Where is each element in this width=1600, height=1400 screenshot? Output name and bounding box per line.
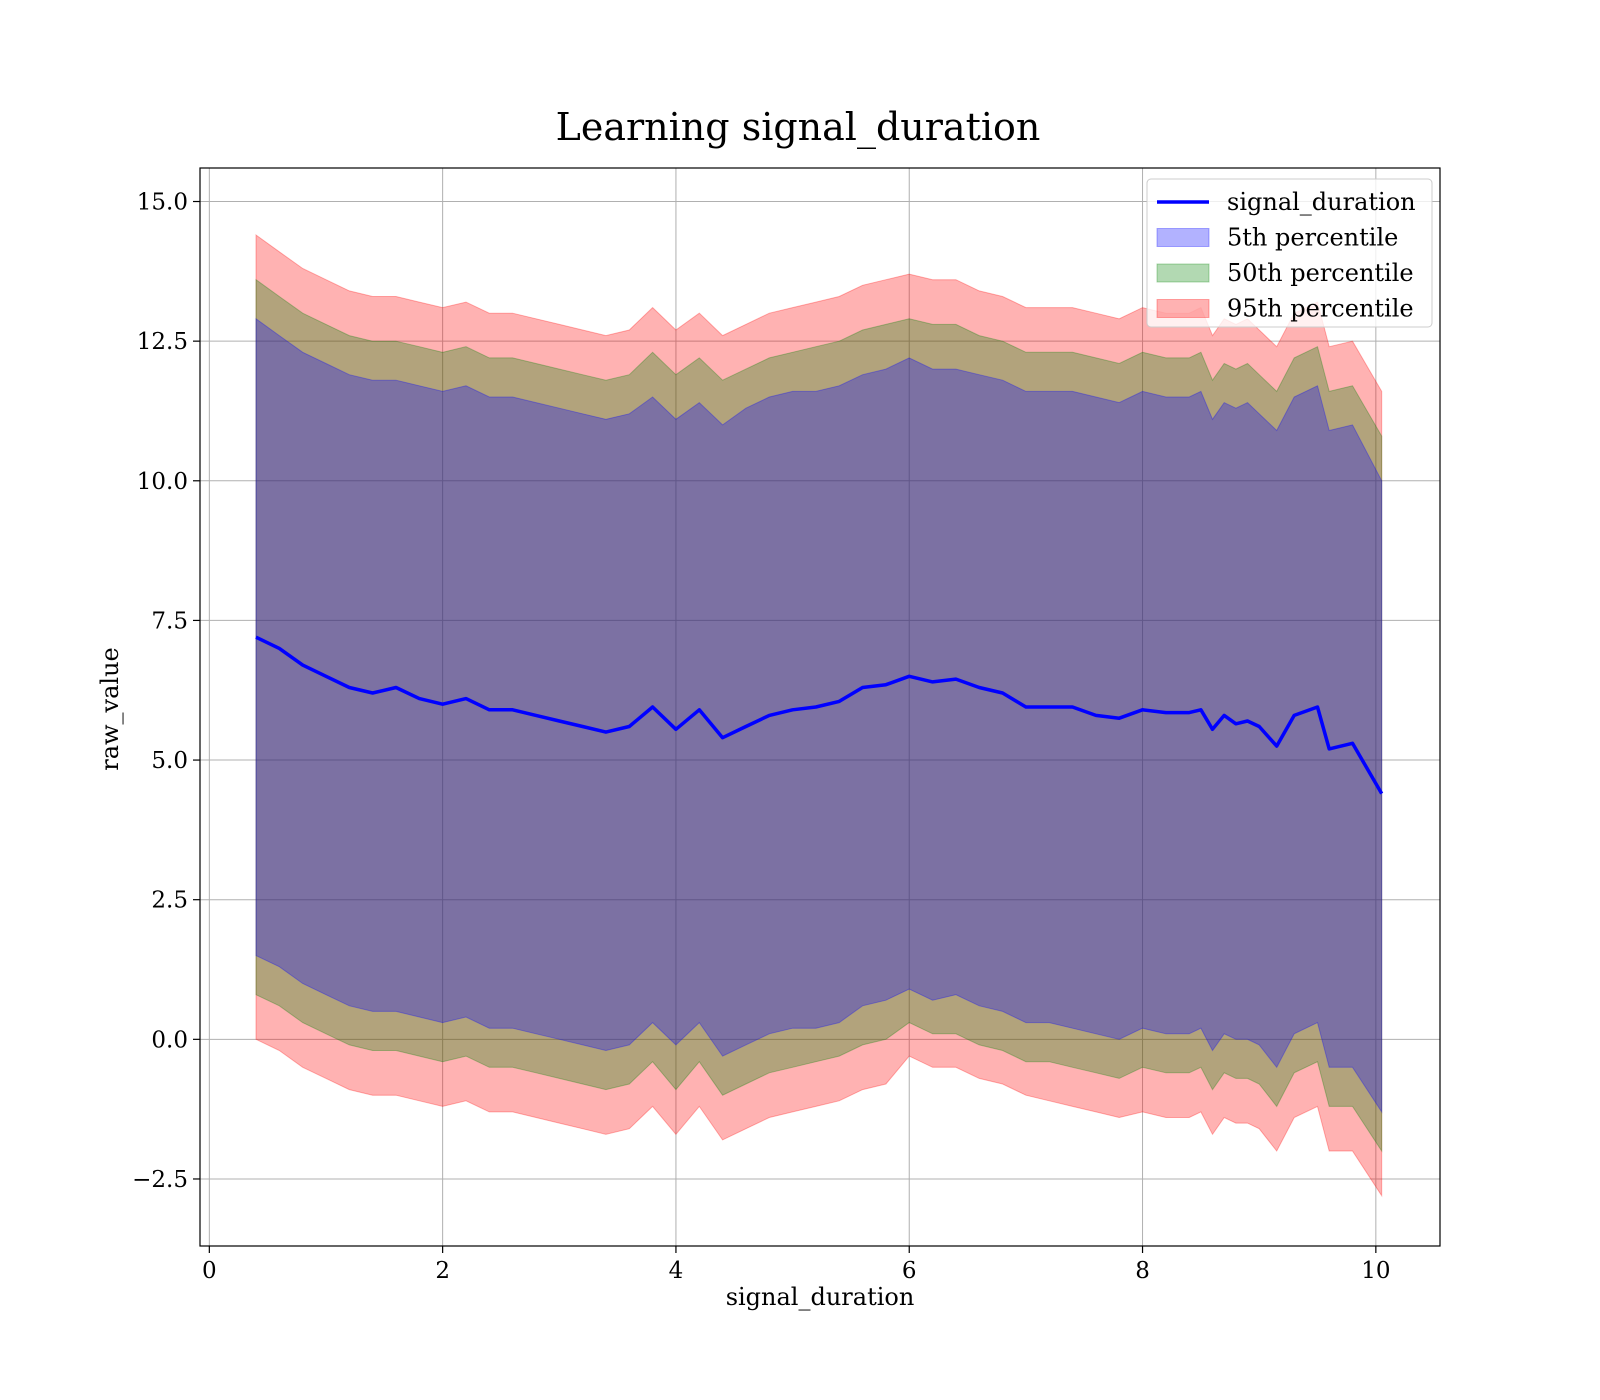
x-tick-label: 4 [669, 1258, 684, 1284]
legend-swatch-band [1156, 228, 1210, 247]
y-tick-label: 2.5 [151, 888, 188, 914]
x-tick-label: 0 [202, 1258, 217, 1284]
legend-label: 95th percentile [1227, 295, 1414, 323]
series-lines [255, 635, 1384, 795]
y-tick-label: −2.5 [132, 1167, 188, 1193]
plot-frame [199, 167, 1441, 1247]
band-95th-percentile [255, 234, 1383, 1198]
x-tick-label: 6 [902, 1258, 917, 1284]
x-axis-label: signal_duration [726, 1283, 915, 1311]
chart-title: Learning signal_duration [556, 105, 1041, 150]
axis-ticks: 0 2 4 6 8 10 −2.5 0.0 2.5 5.0 7.5 10.0 12.5 15.0 [132, 190, 1390, 1284]
legend: signal_duration 5th percentile 50th percen… [1146, 178, 1433, 328]
legend-box [1146, 178, 1433, 328]
band-50th-percentile [255, 278, 1383, 1153]
x-tick-label: 10 [1361, 1258, 1390, 1284]
x-tick-label: 2 [435, 1258, 450, 1284]
series-line-signal-duration [255, 635, 1384, 795]
legend-swatch-band [1156, 299, 1210, 318]
percentile-bands [255, 234, 1383, 1198]
legend-label: 5th percentile [1227, 224, 1398, 252]
y-tick-label: 10.0 [137, 469, 188, 495]
legend-label: signal_duration [1227, 188, 1416, 216]
y-tick-label: 5.0 [151, 748, 188, 774]
band-5th-percentile [255, 317, 1383, 1114]
legend-swatch-band [1156, 263, 1210, 283]
x-tick-label: 8 [1135, 1258, 1150, 1284]
y-tick-label: 0.0 [151, 1027, 188, 1053]
y-tick-label: 7.5 [151, 608, 188, 634]
y-axis-label: raw_value [96, 647, 124, 771]
y-tick-label: 15.0 [137, 190, 188, 216]
legend-label: 50th percentile [1227, 259, 1414, 287]
y-tick-label: 12.5 [137, 329, 188, 355]
